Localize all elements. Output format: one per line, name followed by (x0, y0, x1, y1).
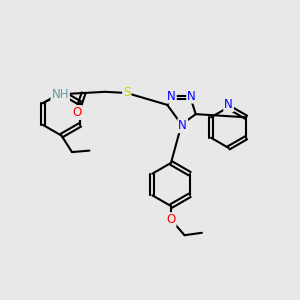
Text: O: O (167, 213, 176, 226)
Text: S: S (123, 86, 130, 100)
Text: O: O (72, 106, 82, 119)
Text: N: N (187, 90, 196, 103)
Text: N: N (224, 98, 233, 111)
Text: N: N (178, 119, 187, 132)
Text: NH: NH (51, 88, 69, 101)
Text: N: N (167, 90, 176, 103)
